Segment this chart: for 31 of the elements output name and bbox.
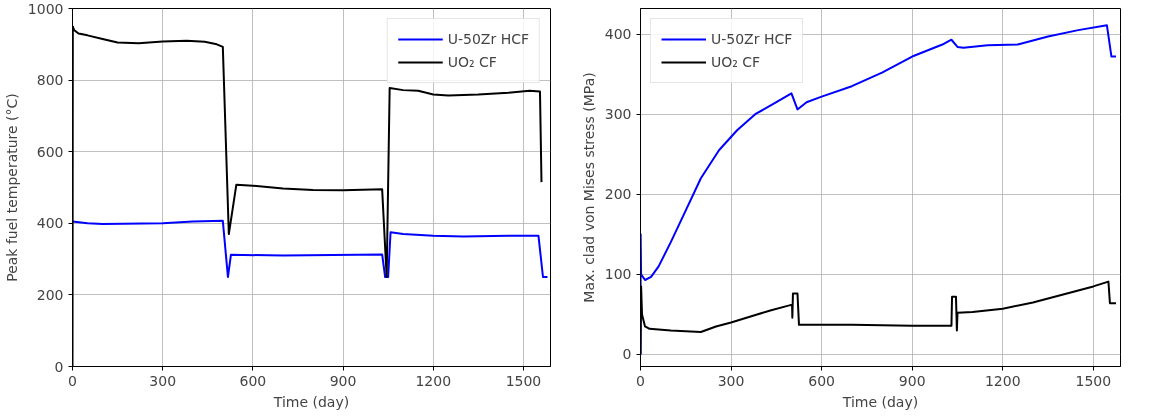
y-tick-label: 600 [36,143,64,160]
y-tick-label: 400 [604,26,632,43]
x-tick-label: 1500 [1075,372,1112,389]
legend-label: UO₂ CF [711,54,761,70]
x-tick-label: 1200 [984,372,1021,389]
legend-label: UO₂ CF [447,54,497,70]
x-tick-label: 0 [68,372,77,389]
y-tick-label: 800 [36,72,64,89]
x-tick-label: 900 [898,372,926,389]
y-tick-label: 400 [36,215,64,232]
y-axis-title: Peak fuel temperature (°C) [3,93,20,282]
y-tick-label: 0 [622,346,632,363]
x-tick-label: 300 [149,372,177,389]
x-tick-label: 0 [636,372,645,389]
x-axis-title: Time (day) [272,393,350,410]
x-tick-label: 600 [808,372,836,389]
x-tick-label: 600 [239,372,267,389]
x-tick-label: 900 [329,372,357,389]
x-tick-label: 1500 [505,372,542,389]
legend-label: U-50Zr HCF [711,31,793,47]
x-tick-label: 1200 [415,372,452,389]
x-tick-label: 300 [717,372,745,389]
y-tick-label: 0 [54,358,64,375]
y-tick-label: 200 [36,286,64,303]
y-tick-label: 200 [604,186,632,203]
y-tick-label: 100 [604,266,632,283]
y-tick-label: 300 [604,106,632,123]
y-tick-label: 1000 [27,0,64,17]
y-axis-title: Max. clad von Mises stress (MPa) [580,72,597,303]
legend-label: U-50Zr HCF [447,31,529,47]
x-axis-title: Time (day) [841,393,919,410]
